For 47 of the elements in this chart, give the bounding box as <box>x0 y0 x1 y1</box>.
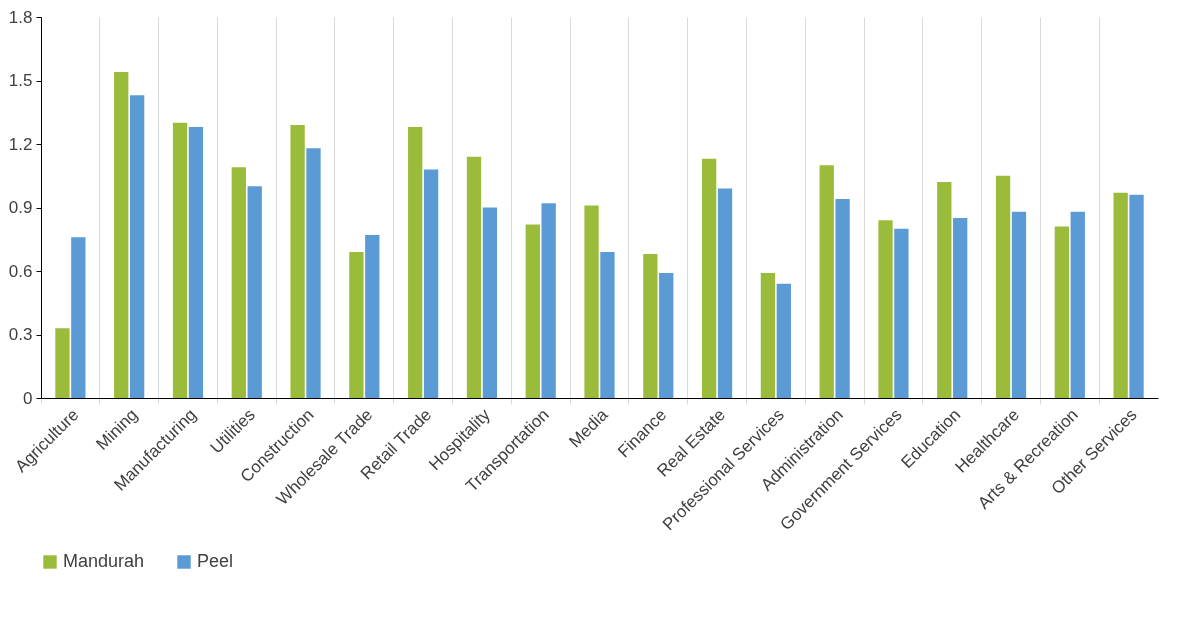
bar <box>423 169 439 398</box>
bar <box>365 235 380 398</box>
bar <box>894 228 909 398</box>
bar <box>1054 226 1070 398</box>
bar <box>835 199 850 398</box>
y-tick-label: 0 <box>23 388 33 408</box>
bar <box>584 205 599 398</box>
bar <box>306 148 321 398</box>
y-tick-label: 0.9 <box>8 198 33 217</box>
bar <box>466 156 482 398</box>
bar <box>525 224 540 398</box>
bar <box>71 237 86 398</box>
y-tick-label: 1.2 <box>8 134 33 154</box>
bar <box>995 175 1011 398</box>
bar <box>541 203 556 398</box>
legend-label: Mandurah <box>63 551 145 571</box>
bar <box>643 254 658 398</box>
bar <box>408 127 423 398</box>
bar <box>717 188 733 398</box>
y-tick-label: 0.6 <box>8 261 33 281</box>
bar <box>247 186 262 398</box>
bar <box>114 72 129 398</box>
bar <box>188 127 204 398</box>
bar <box>482 207 498 398</box>
bar <box>349 251 364 398</box>
bar <box>231 167 246 398</box>
bar <box>760 273 776 398</box>
y-tick-label: 0.3 <box>8 325 33 344</box>
bar <box>1113 192 1128 398</box>
bar <box>129 95 145 398</box>
y-tick-label: 1.5 <box>8 71 33 90</box>
bar <box>1129 194 1144 398</box>
bar <box>776 283 791 398</box>
bar <box>819 165 834 398</box>
bar <box>659 273 674 398</box>
bar <box>937 182 952 398</box>
bar <box>172 122 188 398</box>
bar <box>701 158 717 398</box>
legend-label: Peel <box>197 551 234 571</box>
bar <box>1070 211 1085 398</box>
y-tick-label: 1.8 <box>8 7 33 27</box>
bar <box>290 124 305 398</box>
bar <box>600 251 615 398</box>
bar <box>953 218 968 398</box>
bar <box>55 328 70 398</box>
bar <box>878 220 893 398</box>
bar <box>1011 211 1027 398</box>
